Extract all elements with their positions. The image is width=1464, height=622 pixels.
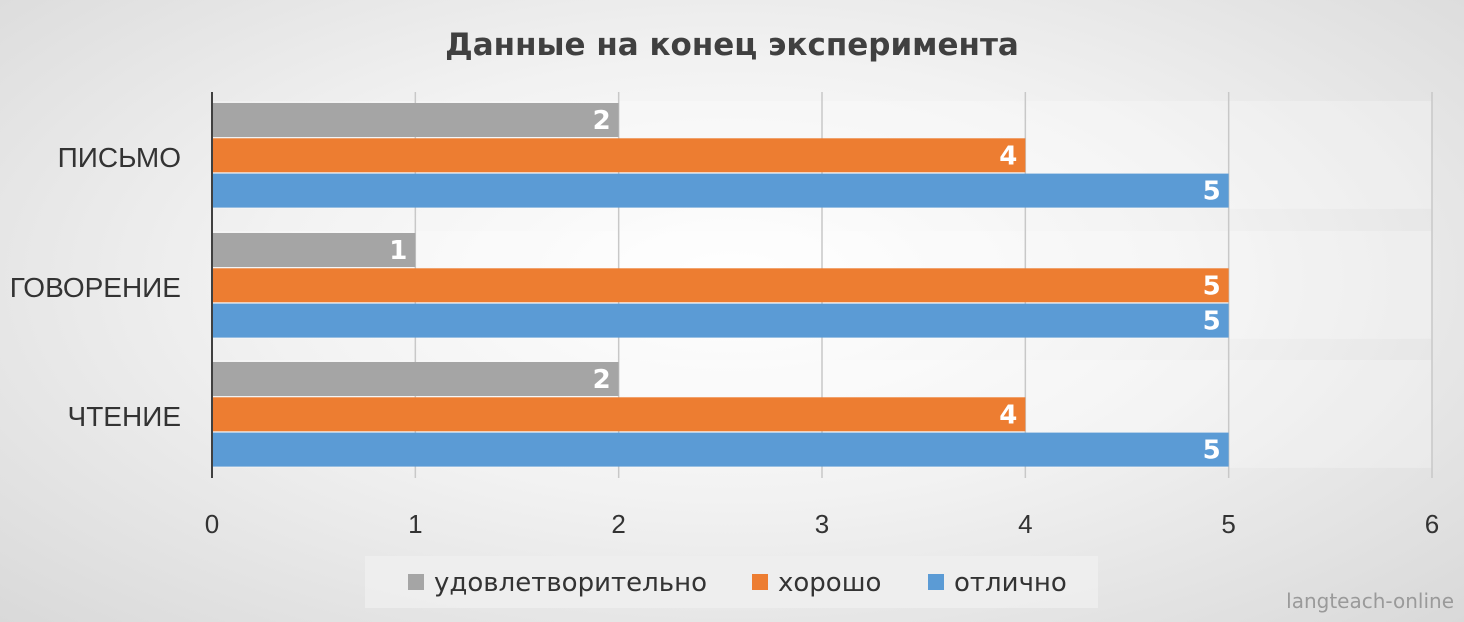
category-label: ГОВОРЕНИЕ xyxy=(10,272,181,303)
bar xyxy=(212,233,416,267)
data-label: 4 xyxy=(999,141,1017,171)
legend-label: хорошо xyxy=(778,568,881,598)
data-label: 4 xyxy=(999,400,1017,430)
data-label: 2 xyxy=(593,365,611,395)
x-tick-label: 4 xyxy=(1018,509,1032,539)
bar xyxy=(212,303,1229,338)
legend: удовлетворительно хорошо отлично xyxy=(365,556,1098,608)
legend-swatch xyxy=(752,574,768,590)
watermark-text: langteach-online xyxy=(1286,589,1454,613)
bars xyxy=(212,103,1229,467)
data-label: 2 xyxy=(593,106,611,136)
data-label: 5 xyxy=(1203,271,1221,301)
bar xyxy=(212,432,1229,467)
chart-title: Данные на конец эксперимента xyxy=(445,27,1019,63)
bar xyxy=(212,138,1026,173)
legend-label: отлично xyxy=(954,568,1067,598)
bar xyxy=(212,103,619,137)
x-tick-label: 3 xyxy=(815,509,829,539)
bar xyxy=(212,362,619,396)
legend-swatch xyxy=(408,574,424,590)
x-tick-label: 0 xyxy=(205,509,219,539)
bar xyxy=(212,397,1026,432)
category-label: ЧТЕНИЕ xyxy=(68,401,181,432)
x-tick-label: 6 xyxy=(1425,509,1439,539)
legend-swatch xyxy=(928,574,944,590)
data-label: 5 xyxy=(1203,307,1221,337)
data-label: 5 xyxy=(1203,436,1221,466)
legend-box xyxy=(365,556,1098,608)
bar xyxy=(212,268,1229,303)
axes: 0 1 2 3 4 5 6 ПИСЬМО ГОВОРЕНИЕ ЧТЕНИЕ xyxy=(10,92,1439,539)
x-tick-label: 2 xyxy=(611,509,625,539)
bar xyxy=(212,173,1229,208)
data-label: 5 xyxy=(1203,177,1221,207)
legend-label: удовлетворительно xyxy=(434,568,707,598)
x-tick-label: 1 xyxy=(408,509,422,539)
data-labels: 2 4 5 1 5 5 2 4 5 xyxy=(389,106,1220,466)
category-label: ПИСЬМО xyxy=(58,142,181,173)
x-tick-label: 5 xyxy=(1221,509,1235,539)
data-label: 1 xyxy=(389,236,407,266)
